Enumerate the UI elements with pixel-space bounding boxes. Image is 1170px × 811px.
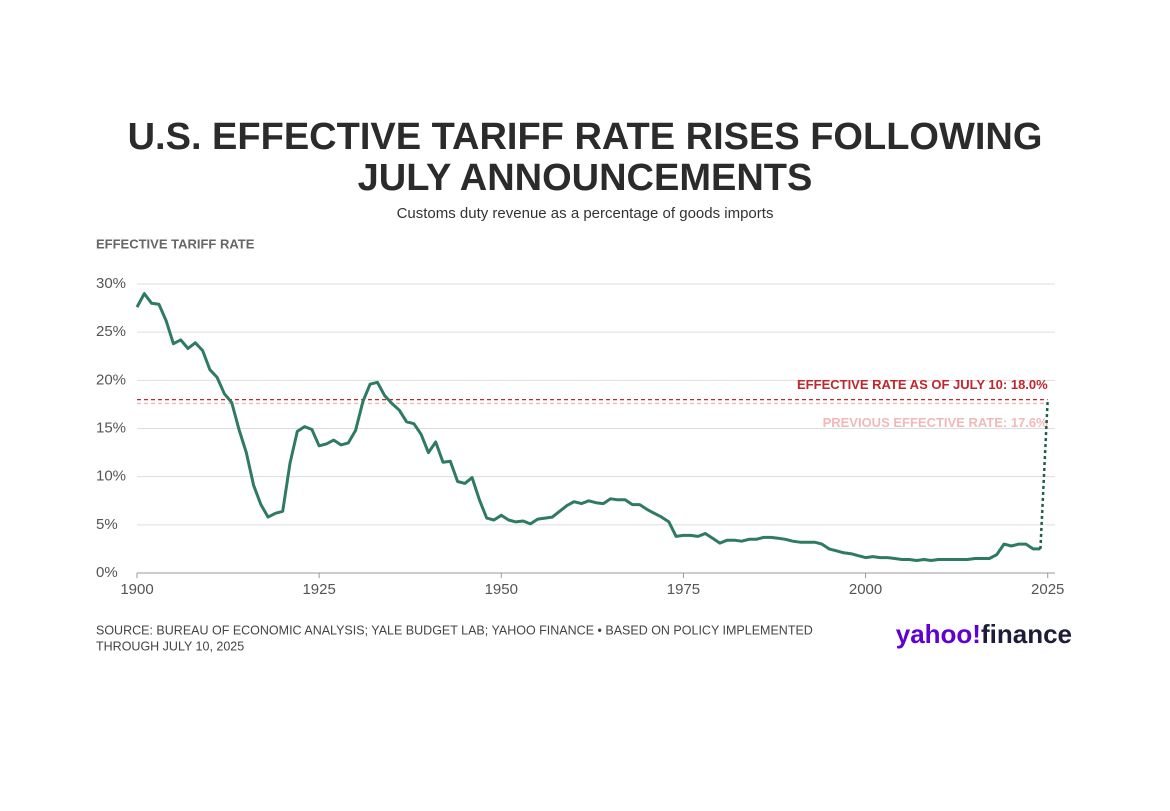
y-tick-label: 20% xyxy=(96,371,126,388)
reference-label: EFFECTIVE RATE AS OF JULY 10: 18.0% xyxy=(797,377,1048,392)
x-tick-label: 1925 xyxy=(302,581,335,598)
logo-product: finance xyxy=(981,619,1072,649)
source-note: THROUGH JULY 10, 2025 xyxy=(96,639,244,653)
y-axis-label: EFFECTIVE TARIFF RATE xyxy=(96,236,255,251)
logo: yahoo!finance xyxy=(896,619,1072,649)
y-tick-label: 25% xyxy=(96,323,126,340)
data-line xyxy=(1039,399,1049,549)
y-tick-label: 15% xyxy=(96,419,126,436)
source-note: SOURCE: BUREAU OF ECONOMIC ANALYSIS; YAL… xyxy=(96,623,813,637)
x-tick-label: 2025 xyxy=(1031,581,1064,598)
reference-label: PREVIOUS EFFECTIVE RATE: 17.6% xyxy=(823,415,1049,430)
chart-title: JULY ANNOUNCEMENTS xyxy=(358,157,813,199)
y-tick-label: 5% xyxy=(96,516,118,533)
x-tick-label: 1900 xyxy=(120,581,153,598)
y-tick-label: 30% xyxy=(96,275,126,292)
x-tick-label: 2000 xyxy=(849,581,882,598)
x-tick-label: 1950 xyxy=(485,581,518,598)
y-tick-label: 0% xyxy=(96,564,118,581)
logo-brand: yahoo! xyxy=(896,619,981,649)
data-line xyxy=(135,292,1041,562)
chart-title: U.S. EFFECTIVE TARIFF RATE RISES FOLLOWI… xyxy=(128,116,1043,158)
chart-subtitle: Customs duty revenue as a percentage of … xyxy=(397,205,774,222)
y-tick-label: 10% xyxy=(96,468,126,485)
x-tick-label: 1975 xyxy=(667,581,700,598)
